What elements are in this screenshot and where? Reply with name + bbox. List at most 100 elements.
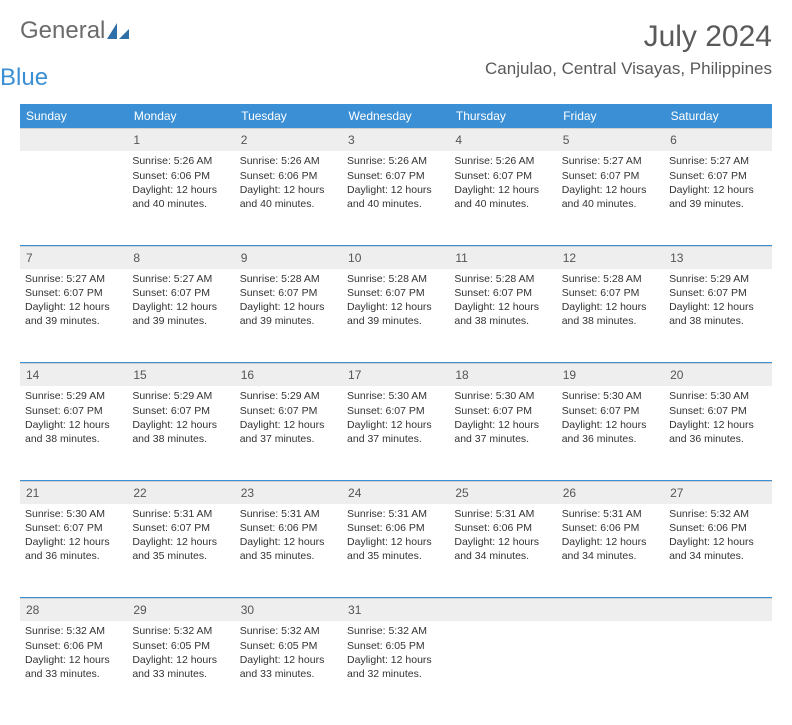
daylight-text: Daylight: 12 hours and 40 minutes. [562, 183, 659, 211]
sunset-text: Sunset: 6:07 PM [347, 169, 444, 183]
weekday-header: Sunday [20, 104, 127, 128]
day-cell-body: Sunrise: 5:26 AMSunset: 6:07 PMDaylight:… [449, 151, 556, 215]
sunset-text: Sunset: 6:06 PM [132, 169, 229, 183]
day-cell: Sunrise: 5:30 AMSunset: 6:07 PMDaylight:… [664, 386, 771, 480]
sunset-text: Sunset: 6:07 PM [25, 404, 122, 418]
day-number-cell: 9 [235, 246, 342, 269]
calendar-page: General Blue July 2024 Canjulao, Central… [0, 0, 792, 725]
day-number-cell: 26 [557, 481, 664, 504]
day-number-cell: 25 [449, 481, 556, 504]
day-number: 20 [664, 363, 771, 386]
daylight-text: Daylight: 12 hours and 36 minutes. [25, 535, 122, 563]
daylight-text: Daylight: 12 hours and 36 minutes. [562, 418, 659, 446]
day-cell: Sunrise: 5:32 AMSunset: 6:05 PMDaylight:… [127, 621, 234, 715]
sunrise-text: Sunrise: 5:26 AM [454, 154, 551, 168]
day-number: 3 [342, 128, 449, 151]
day-number: 26 [557, 481, 664, 504]
sunset-text: Sunset: 6:07 PM [454, 286, 551, 300]
day-cell: Sunrise: 5:27 AMSunset: 6:07 PMDaylight:… [557, 151, 664, 245]
day-number [449, 598, 556, 621]
day-number-cell: 24 [342, 481, 449, 504]
day-cell-body: Sunrise: 5:31 AMSunset: 6:06 PMDaylight:… [557, 504, 664, 568]
sunrise-text: Sunrise: 5:29 AM [669, 272, 766, 286]
day-number-cell: 28 [20, 598, 127, 621]
day-cell-body [449, 621, 556, 628]
day-number: 30 [235, 598, 342, 621]
day-number-cell [664, 598, 771, 621]
day-cell-body: Sunrise: 5:27 AMSunset: 6:07 PMDaylight:… [557, 151, 664, 215]
sunset-text: Sunset: 6:06 PM [240, 169, 337, 183]
daylight-text: Daylight: 12 hours and 37 minutes. [454, 418, 551, 446]
day-number: 25 [449, 481, 556, 504]
sunrise-text: Sunrise: 5:30 AM [25, 507, 122, 521]
sunrise-text: Sunrise: 5:26 AM [240, 154, 337, 168]
day-number-cell: 2 [235, 128, 342, 151]
day-cell-body: Sunrise: 5:32 AMSunset: 6:05 PMDaylight:… [235, 621, 342, 685]
day-cell: Sunrise: 5:29 AMSunset: 6:07 PMDaylight:… [127, 386, 234, 480]
day-number-cell: 3 [342, 128, 449, 151]
day-number-row: 28293031 [20, 598, 772, 621]
sunrise-text: Sunrise: 5:26 AM [132, 154, 229, 168]
day-cell-body: Sunrise: 5:29 AMSunset: 6:07 PMDaylight:… [20, 386, 127, 450]
day-number: 4 [449, 128, 556, 151]
day-cell-body [20, 151, 127, 158]
day-cell-body: Sunrise: 5:29 AMSunset: 6:07 PMDaylight:… [235, 386, 342, 450]
day-cell-body: Sunrise: 5:27 AMSunset: 6:07 PMDaylight:… [664, 151, 771, 215]
daylight-text: Daylight: 12 hours and 32 minutes. [347, 653, 444, 681]
day-number: 18 [449, 363, 556, 386]
day-number: 7 [20, 246, 127, 269]
day-number: 1 [127, 128, 234, 151]
weekday-header: Monday [127, 104, 234, 128]
day-body-row: Sunrise: 5:29 AMSunset: 6:07 PMDaylight:… [20, 386, 772, 480]
day-cell-body: Sunrise: 5:32 AMSunset: 6:06 PMDaylight:… [664, 504, 771, 568]
day-number-cell: 10 [342, 246, 449, 269]
sunset-text: Sunset: 6:07 PM [240, 286, 337, 300]
day-number: 23 [235, 481, 342, 504]
day-number-row: 14151617181920 [20, 363, 772, 386]
sunrise-text: Sunrise: 5:26 AM [347, 154, 444, 168]
daylight-text: Daylight: 12 hours and 38 minutes. [669, 300, 766, 328]
weekday-header: Thursday [449, 104, 556, 128]
day-cell: Sunrise: 5:31 AMSunset: 6:06 PMDaylight:… [235, 504, 342, 598]
day-cell-body: Sunrise: 5:29 AMSunset: 6:07 PMDaylight:… [664, 269, 771, 333]
day-cell-body [664, 621, 771, 628]
day-cell-body: Sunrise: 5:31 AMSunset: 6:06 PMDaylight:… [342, 504, 449, 568]
daylight-text: Daylight: 12 hours and 35 minutes. [132, 535, 229, 563]
daylight-text: Daylight: 12 hours and 40 minutes. [132, 183, 229, 211]
day-number: 2 [235, 128, 342, 151]
sunrise-text: Sunrise: 5:31 AM [562, 507, 659, 521]
day-cell [449, 621, 556, 715]
day-cell: Sunrise: 5:28 AMSunset: 6:07 PMDaylight:… [342, 269, 449, 363]
day-number-cell: 5 [557, 128, 664, 151]
day-number-row: 123456 [20, 128, 772, 151]
daylight-text: Daylight: 12 hours and 35 minutes. [347, 535, 444, 563]
day-number-cell: 30 [235, 598, 342, 621]
day-number: 29 [127, 598, 234, 621]
sunrise-text: Sunrise: 5:28 AM [240, 272, 337, 286]
sunset-text: Sunset: 6:06 PM [669, 521, 766, 535]
day-number: 13 [664, 246, 771, 269]
day-cell-body: Sunrise: 5:26 AMSunset: 6:06 PMDaylight:… [127, 151, 234, 215]
day-number-cell [557, 598, 664, 621]
sunset-text: Sunset: 6:07 PM [669, 169, 766, 183]
day-number-cell: 27 [664, 481, 771, 504]
day-cell: Sunrise: 5:26 AMSunset: 6:07 PMDaylight:… [449, 151, 556, 245]
day-cell: Sunrise: 5:28 AMSunset: 6:07 PMDaylight:… [449, 269, 556, 363]
title-block: July 2024 Canjulao, Central Visayas, Phi… [485, 18, 772, 79]
day-body-row: Sunrise: 5:27 AMSunset: 6:07 PMDaylight:… [20, 269, 772, 363]
day-number: 11 [449, 246, 556, 269]
weekday-header: Wednesday [342, 104, 449, 128]
day-cell-body: Sunrise: 5:28 AMSunset: 6:07 PMDaylight:… [449, 269, 556, 333]
day-number-cell: 21 [20, 481, 127, 504]
day-cell: Sunrise: 5:30 AMSunset: 6:07 PMDaylight:… [342, 386, 449, 480]
day-cell-body: Sunrise: 5:32 AMSunset: 6:06 PMDaylight:… [20, 621, 127, 685]
day-cell: Sunrise: 5:31 AMSunset: 6:06 PMDaylight:… [449, 504, 556, 598]
day-number [664, 598, 771, 621]
sunset-text: Sunset: 6:07 PM [562, 169, 659, 183]
day-cell: Sunrise: 5:29 AMSunset: 6:07 PMDaylight:… [235, 386, 342, 480]
day-cell-body: Sunrise: 5:28 AMSunset: 6:07 PMDaylight:… [342, 269, 449, 333]
day-number-cell: 18 [449, 363, 556, 386]
daylight-text: Daylight: 12 hours and 39 minutes. [132, 300, 229, 328]
day-number-cell: 6 [664, 128, 771, 151]
daylight-text: Daylight: 12 hours and 39 minutes. [25, 300, 122, 328]
